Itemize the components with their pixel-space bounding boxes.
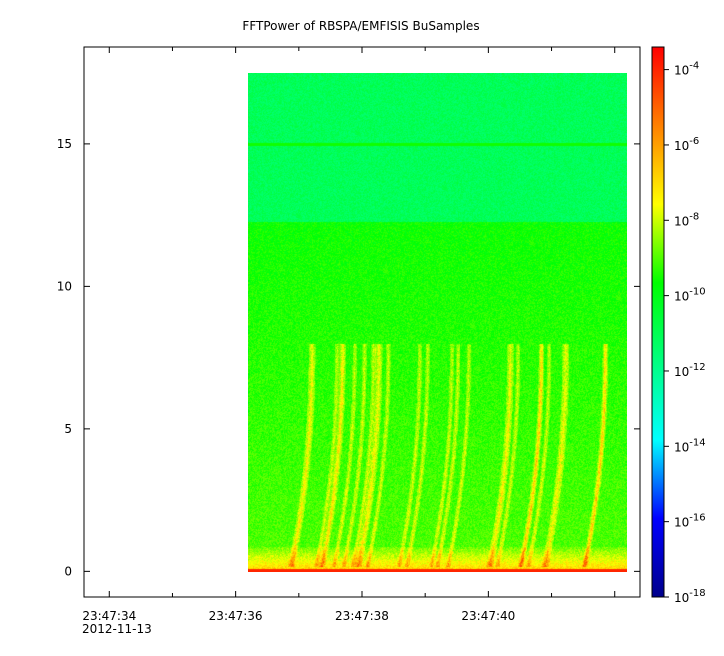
y-tick-label: 10 <box>57 279 72 293</box>
colorbar-tick-label: 10-16 <box>674 513 706 530</box>
colorbar-tick-label: 10-18 <box>674 588 706 605</box>
x-tick-label: 23:47:40 <box>461 609 515 623</box>
spectrogram-canvas <box>248 72 628 572</box>
colorbar-tick-label: 10-12 <box>674 362 706 379</box>
colorbar-tick-label: 10-4 <box>674 61 699 78</box>
spectrogram-image <box>248 72 628 572</box>
x-axis: 23:47:34 23:47:36 23:47:38 23:47:40 <box>82 47 616 623</box>
spectrogram-heatmap <box>248 72 628 572</box>
colorbar-gradient <box>651 46 665 598</box>
y-tick-label: 0 <box>64 564 72 578</box>
x-tick-label: 23:47:34 <box>82 609 136 623</box>
chart-title: FFTPower of RBSPA/EMFISIS BuSamples <box>242 19 479 33</box>
x-tick-date-label: 2012-11-13 <box>82 622 152 636</box>
colorbar-ticks: 10-4 10-6 10-8 10-10 10-12 10-14 10-16 10-18 <box>664 61 706 605</box>
y-tick-label: 5 <box>64 422 72 436</box>
colorbar-tick-label: 10-8 <box>674 211 699 228</box>
colorbar-tick-label: 10-6 <box>674 136 699 153</box>
x-tick-label: 23:47:36 <box>209 609 263 623</box>
colorbar-tick-label: 10-14 <box>674 437 706 454</box>
x-tick-label: 23:47:38 <box>335 609 389 623</box>
y-axis: 0 5 10 15 <box>57 137 640 578</box>
plot-area <box>83 46 641 598</box>
y-tick-label: 15 <box>57 137 72 151</box>
colorbar: 10-4 10-6 10-8 10-10 10-12 10-14 10-16 10-18 <box>651 46 706 605</box>
colorbar-tick-label: 10-10 <box>674 287 706 304</box>
